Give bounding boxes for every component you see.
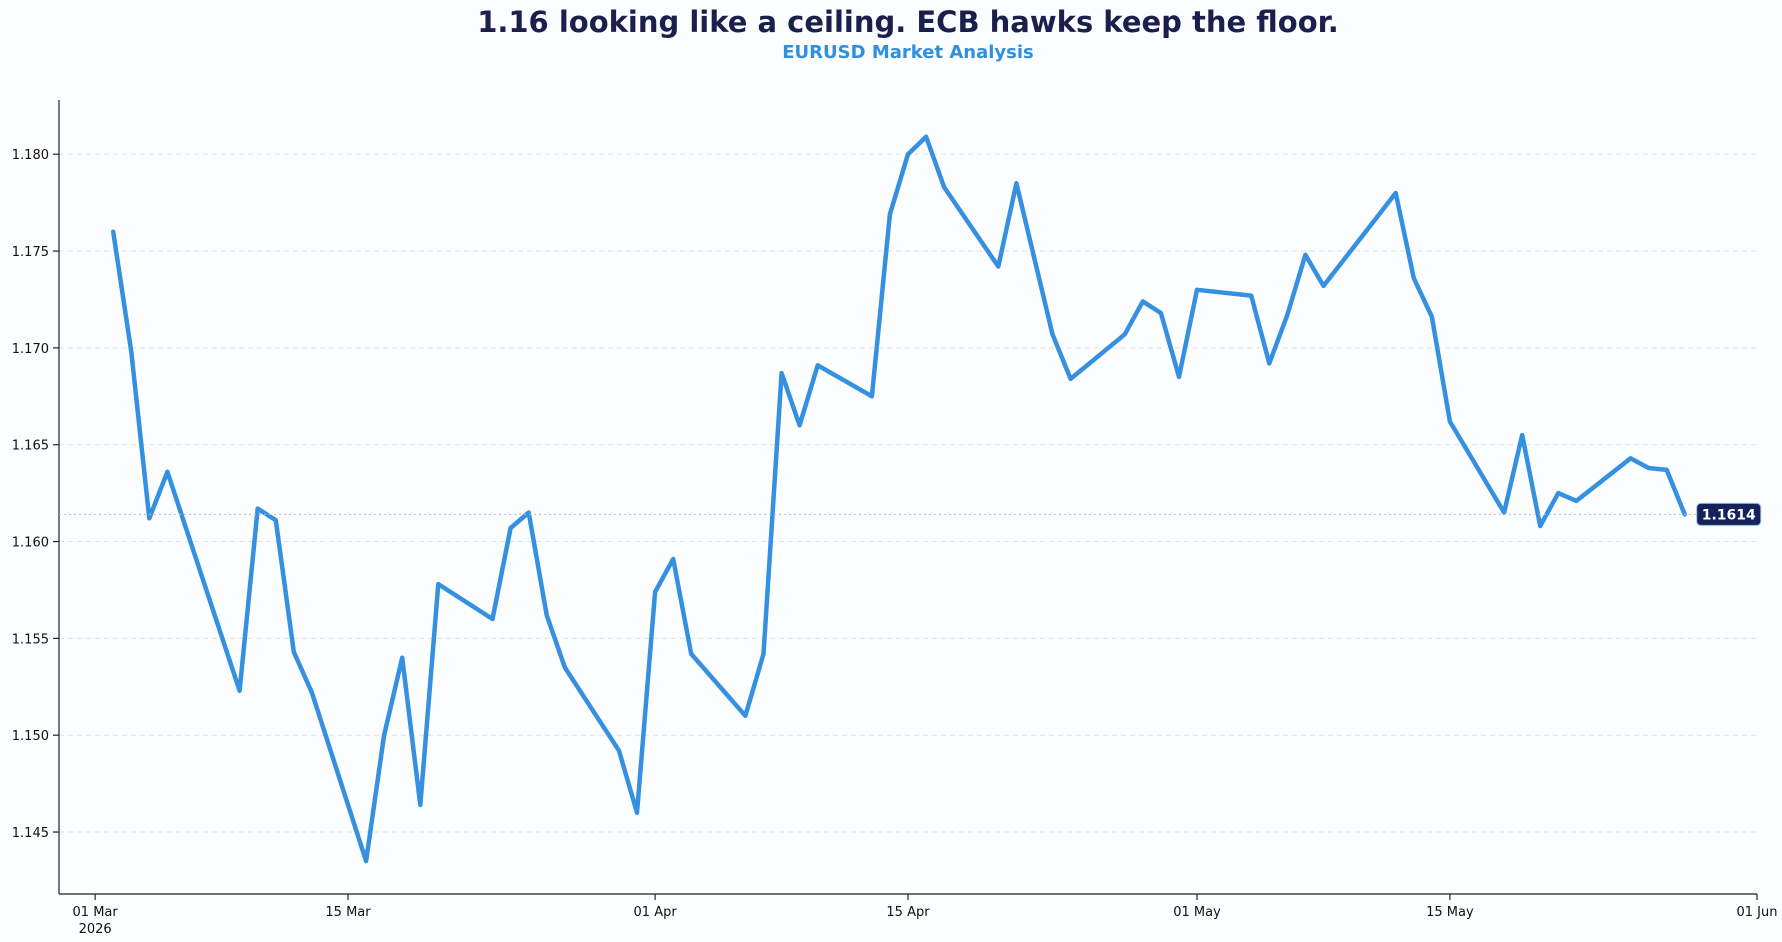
gridlines	[59, 153, 1757, 833]
x-axis-ticks: 01 Mar 2026 15 Mar 01 Apr 15 Apr 01 May 15 May…	[73, 894, 1778, 937]
last-value-badge: 1.1614	[1696, 502, 1762, 526]
x-tick-label: 01 Apr	[634, 905, 678, 920]
y-tick-label: 1.145	[12, 826, 49, 841]
series-line-eurusd	[110, 134, 1687, 864]
badge-background	[1696, 502, 1762, 526]
chart-subtitle: EURUSD Market Analysis	[782, 42, 1033, 63]
y-tick-label: 1.180	[12, 148, 49, 163]
y-tick-label: 1.150	[12, 729, 49, 744]
x-tick-label: 01 May	[1173, 905, 1221, 920]
y-tick-label: 1.160	[12, 536, 49, 551]
badge-label: 1.1614	[1702, 507, 1756, 523]
y-axis-ticks: 1.145 1.150 1.155 1.160 1.165 1.170 1.175 1.180	[12, 148, 59, 841]
y-tick-label: 1.155	[12, 632, 49, 647]
y-tick-label: 1.170	[12, 342, 49, 357]
x-tick-label: 01 Mar	[73, 905, 119, 920]
series-group	[59, 134, 1757, 864]
y-tick-label: 1.165	[12, 439, 49, 454]
x-tick-label: 15 May	[1426, 905, 1474, 920]
x-tick-label: 01 Jun	[1737, 905, 1778, 920]
y-tick-label: 1.175	[12, 245, 49, 260]
x-tick-sublabel: 2026	[79, 922, 112, 937]
chart-title: 1.16 looking like a ceiling. ECB hawks k…	[477, 5, 1339, 39]
x-tick-label: 15 Apr	[886, 905, 930, 920]
x-tick-label: 15 Mar	[325, 905, 371, 920]
